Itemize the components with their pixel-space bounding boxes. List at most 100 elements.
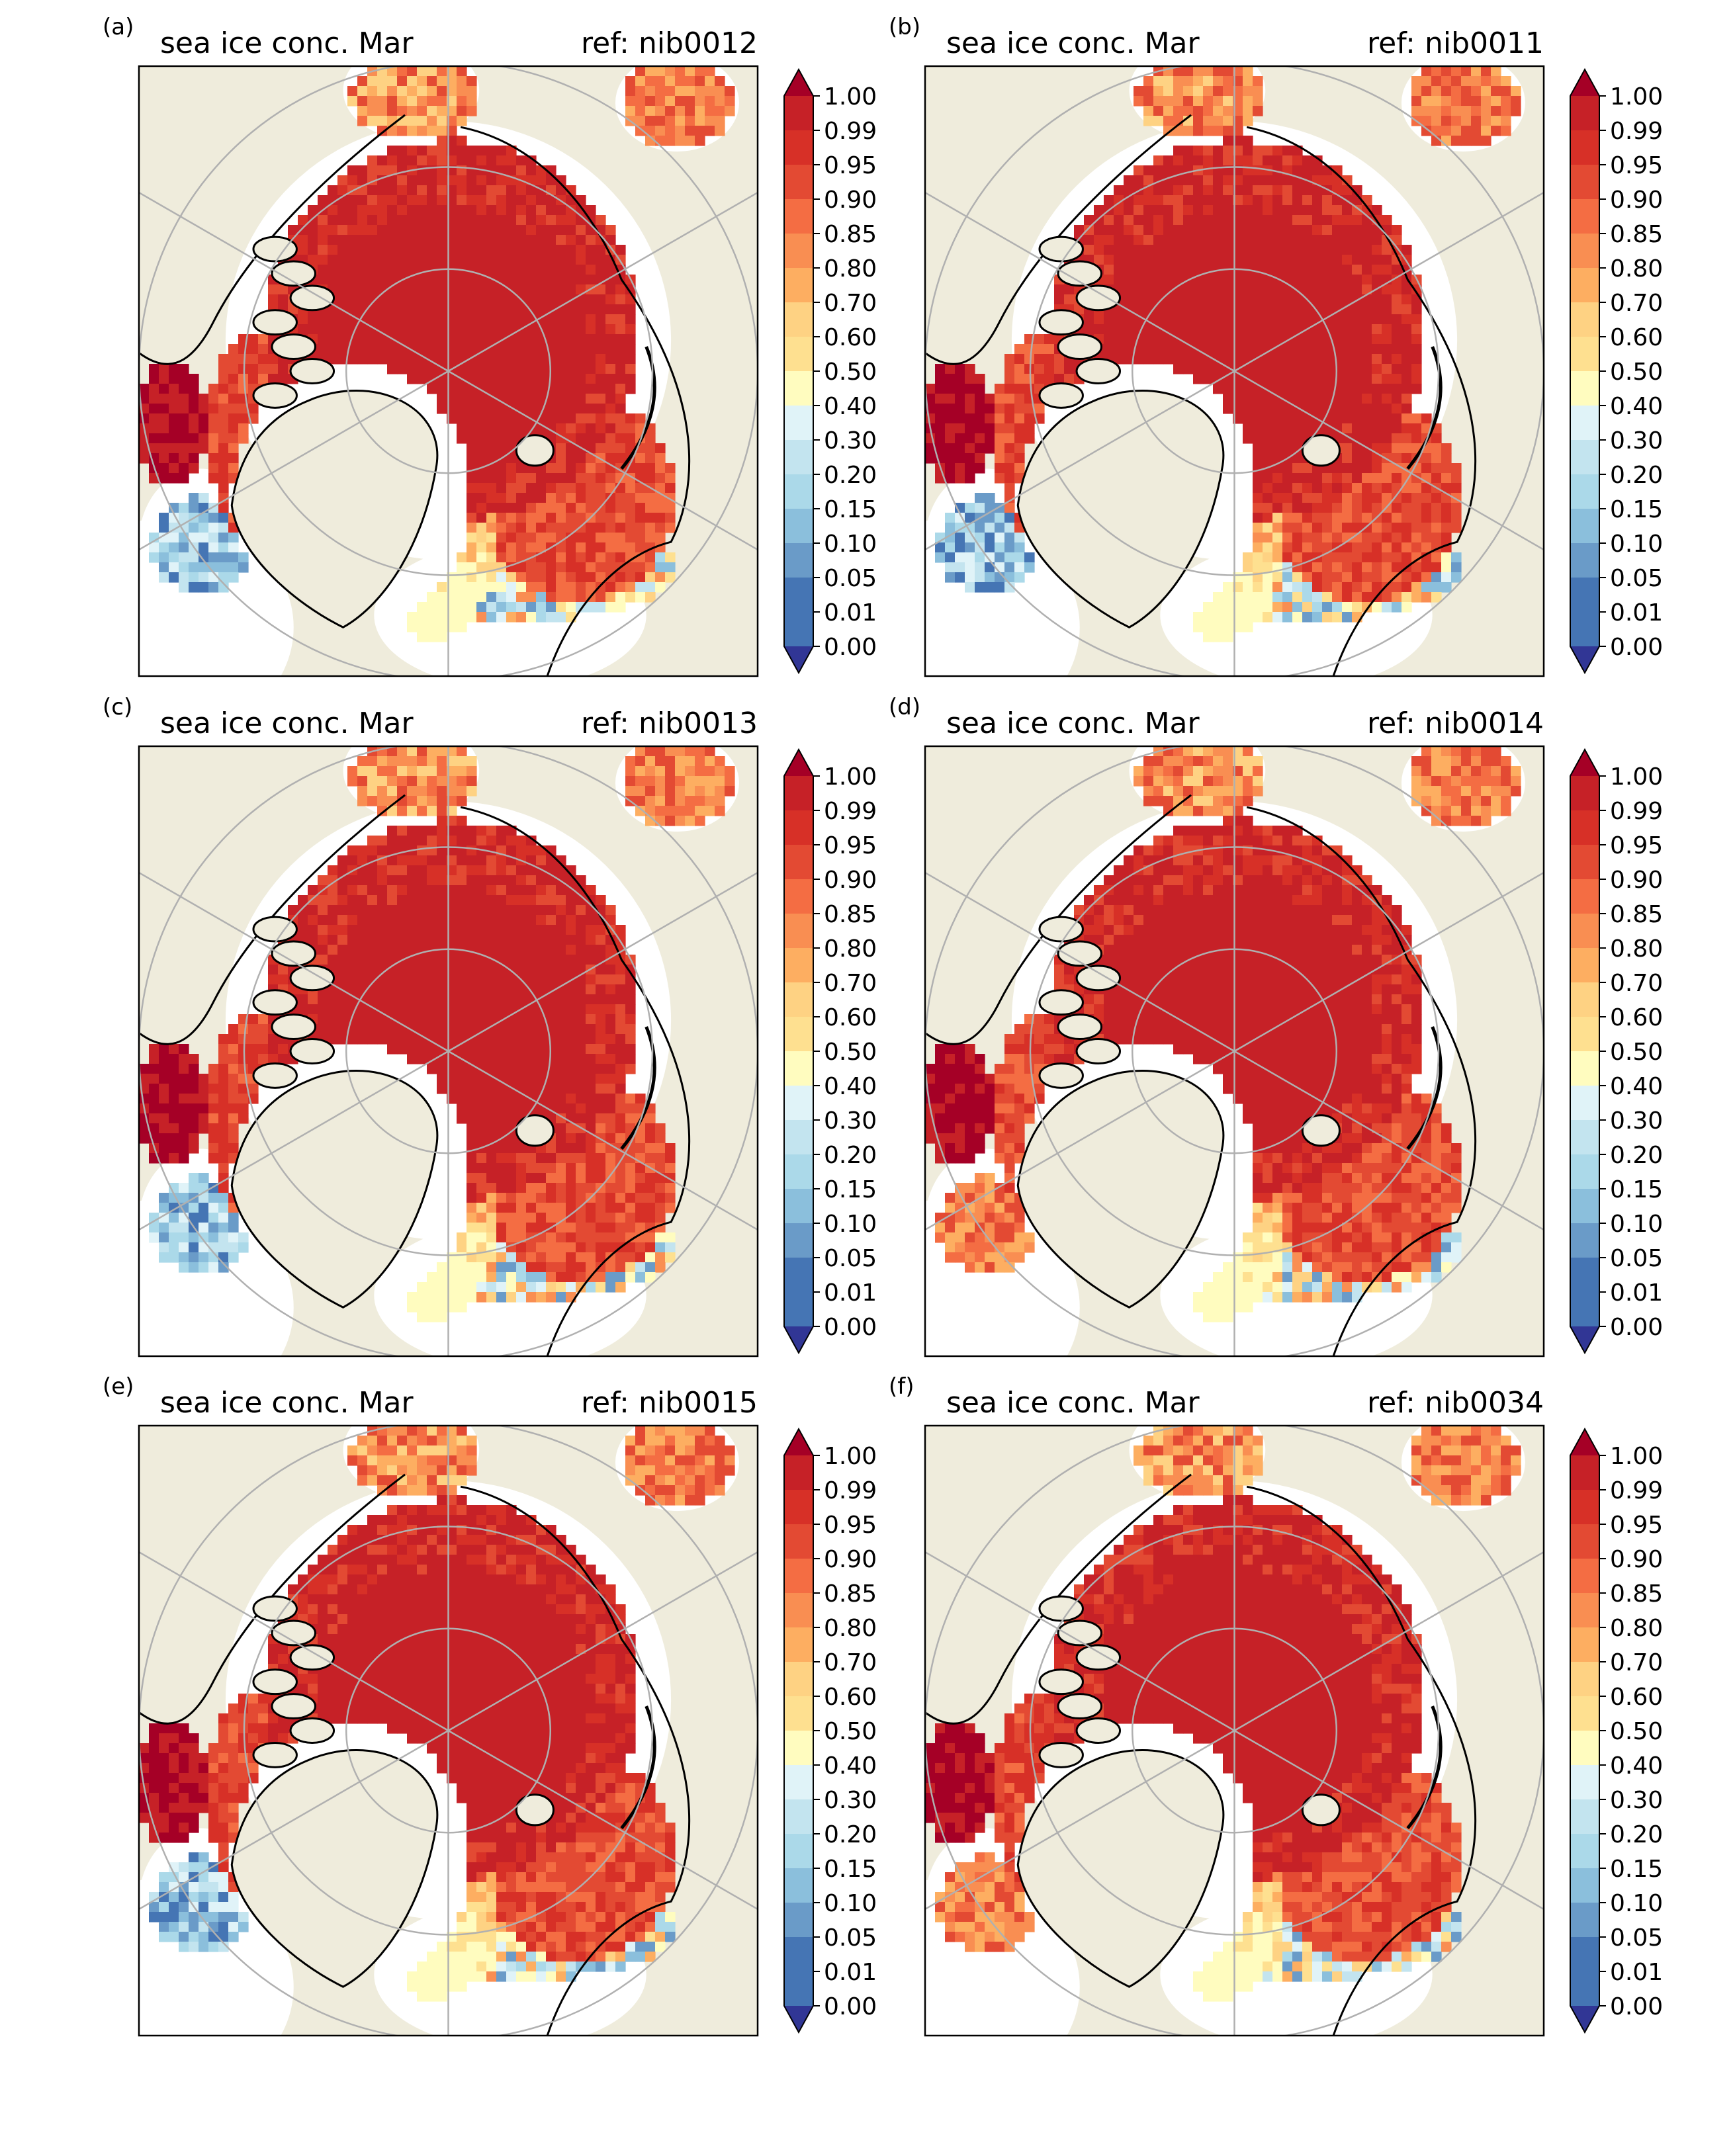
ice-cell: [1322, 413, 1333, 424]
ice-cell: [467, 324, 477, 335]
ice-cell: [1223, 255, 1233, 265]
ice-cell: [625, 493, 636, 503]
ice-cell: [566, 483, 576, 494]
ice-cell: [546, 1034, 556, 1045]
ice-cell: [526, 324, 537, 335]
ice-cell: [955, 542, 965, 553]
ice-cell: [427, 1272, 437, 1283]
ice-cell: [377, 275, 388, 285]
ice-cell: [337, 245, 348, 255]
ice-cell: [199, 1084, 209, 1094]
ice-cell: [1352, 334, 1362, 345]
ice-cell: [645, 786, 656, 797]
ice-cell: [1183, 96, 1194, 107]
ice-cell: [1332, 195, 1343, 206]
ice-cell: [467, 905, 477, 916]
ice-cell: [228, 1143, 239, 1154]
ice-cell: [1263, 245, 1273, 255]
ice-cell: [625, 1203, 636, 1213]
ice-cell: [189, 443, 199, 454]
ice-cell: [467, 1084, 477, 1094]
ice-cell: [546, 523, 556, 533]
ice-cell: [1352, 523, 1362, 533]
ice-cell: [169, 473, 179, 484]
ice-cell: [1253, 225, 1263, 236]
ice-cell: [228, 364, 239, 374]
ice-cell: [506, 1074, 517, 1084]
ice-cell: [1302, 354, 1313, 365]
ice-cell: [1332, 404, 1343, 414]
ice-cell: [1193, 96, 1204, 107]
ice-cell: [486, 1223, 497, 1233]
ice-cell: [536, 542, 547, 553]
ice-cell: [476, 1183, 487, 1193]
ice-cell: [615, 1054, 626, 1064]
ice-cell: [506, 1252, 517, 1263]
ice-cell: [476, 294, 487, 305]
ice-cell: [596, 965, 606, 975]
ice-cell: [169, 1113, 179, 1124]
ice-cell: [576, 925, 586, 935]
ice-cell: [208, 1074, 219, 1084]
ice-cell: [526, 384, 537, 394]
ice-cell: [1302, 483, 1313, 494]
ice-cell: [995, 404, 1005, 414]
ice-cell: [1253, 483, 1263, 494]
colorbar-band: [1570, 302, 1599, 337]
ice-cell: [486, 493, 497, 503]
ice-cell: [1272, 552, 1283, 563]
ice-cell: [486, 1203, 497, 1213]
ice-cell: [347, 96, 358, 107]
ice-cell: [437, 354, 447, 365]
ice-cell: [1253, 155, 1263, 166]
ice-cell: [1302, 523, 1313, 533]
ice-cell: [1312, 364, 1323, 374]
ice-cell: [308, 895, 318, 906]
ice-cell: [1382, 304, 1392, 315]
ice-cell: [596, 1193, 606, 1203]
ice-cell: [635, 1262, 646, 1273]
ice-cell: [705, 746, 715, 757]
ice-cell: [1471, 126, 1482, 136]
ice-cell: [526, 215, 537, 226]
ice-cell: [1223, 304, 1233, 315]
ice-cell: [308, 905, 318, 916]
ice-cell: [506, 592, 517, 603]
ice-cell: [179, 384, 189, 394]
ice-cell: [486, 1103, 497, 1114]
ice-cell: [605, 1183, 616, 1193]
ice-cell: [1134, 275, 1144, 285]
ice-cell: [417, 116, 427, 126]
ice-cell: [169, 1143, 179, 1154]
ice-cell: [1104, 324, 1114, 335]
ice-cell: [417, 175, 427, 186]
ice-cell: [576, 314, 586, 325]
ice-cell: [1372, 354, 1382, 365]
ice-cell: [596, 945, 606, 955]
ice-cell: [427, 354, 437, 365]
ice-cell: [546, 885, 556, 896]
ice-cell: [1163, 245, 1174, 255]
ice-cell: [496, 1272, 507, 1283]
ice-cell: [407, 235, 418, 245]
ice-cell: [526, 1074, 537, 1084]
ice-cell: [1203, 334, 1214, 345]
ice-cell: [1213, 126, 1223, 136]
ice-cell: [357, 86, 368, 97]
ice-cell: [1342, 394, 1353, 404]
ice-cell: [1084, 235, 1094, 245]
ice-cell: [486, 885, 497, 896]
ice-cell: [387, 245, 398, 255]
ice-cell: [1272, 433, 1283, 444]
map-panel: (b) sea ice conc. Mar ref: nib00111.000.99…: [889, 14, 1663, 677]
ice-cell: [556, 1123, 566, 1134]
ice-cell: [476, 826, 487, 836]
ice-cell: [447, 766, 457, 777]
ice-cell: [377, 116, 388, 126]
ice-cell: [556, 582, 566, 593]
ice-cell: [189, 1183, 199, 1193]
ice-cell: [705, 806, 715, 816]
ice-cell: [486, 1272, 497, 1283]
ice-cell: [397, 235, 408, 245]
ice-cell: [228, 463, 239, 474]
